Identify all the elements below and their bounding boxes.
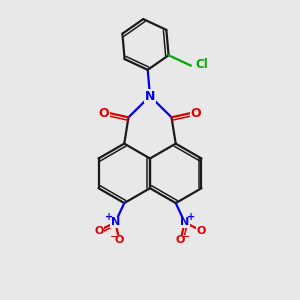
Text: N: N [180,217,189,227]
Text: O: O [94,226,104,236]
Text: −: − [181,232,190,242]
Text: O: O [176,235,185,245]
Text: +: + [105,212,113,222]
Text: O: O [115,235,124,245]
Text: N: N [111,217,120,227]
Text: O: O [99,106,109,120]
Text: +: + [187,212,195,222]
Text: −: − [110,232,119,242]
Text: O: O [196,226,206,236]
Text: N: N [145,90,155,103]
Text: O: O [191,106,201,120]
Text: Cl: Cl [195,58,208,71]
